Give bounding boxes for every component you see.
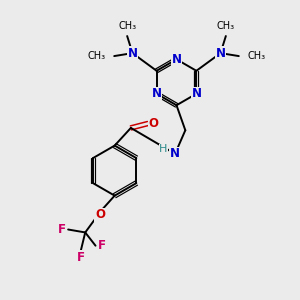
Text: CH₃: CH₃ [217, 21, 235, 31]
Text: F: F [58, 223, 66, 236]
Text: O: O [149, 117, 159, 130]
Text: CH₃: CH₃ [247, 51, 265, 61]
Text: H: H [159, 144, 167, 154]
Text: F: F [77, 251, 85, 264]
Text: N: N [170, 147, 180, 160]
Text: N: N [172, 53, 182, 66]
Text: N: N [128, 46, 137, 60]
Text: N: N [152, 87, 162, 100]
Text: N: N [191, 87, 201, 100]
Text: O: O [95, 208, 105, 221]
Text: F: F [98, 239, 106, 252]
Text: CH₃: CH₃ [118, 21, 136, 31]
Text: CH₃: CH₃ [88, 51, 106, 61]
Text: N: N [215, 46, 226, 60]
